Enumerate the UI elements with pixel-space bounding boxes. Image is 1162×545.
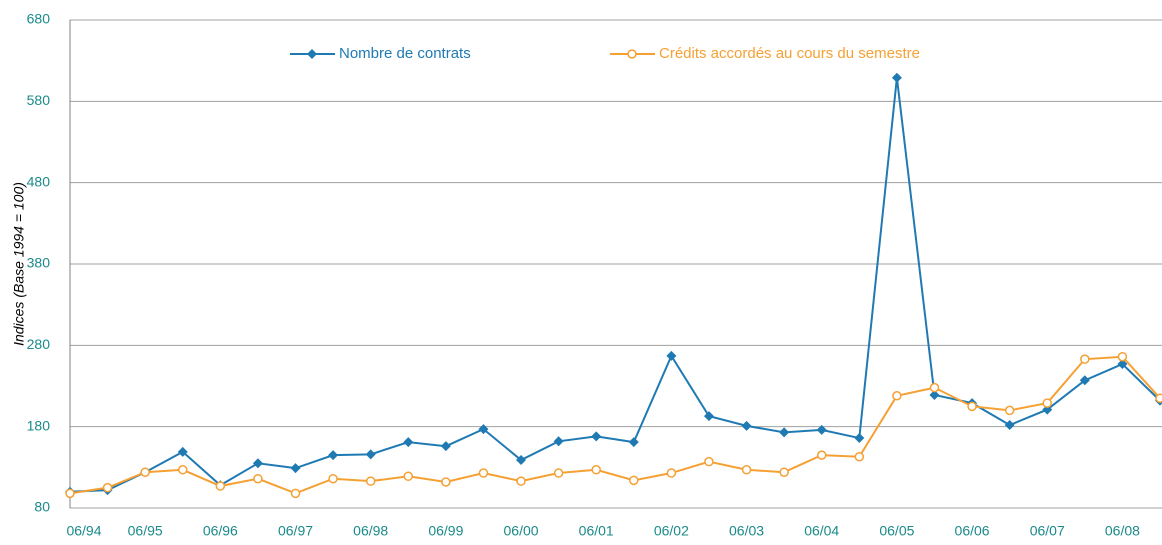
marker (328, 473, 338, 484)
x-tick-label: 06/02 (654, 523, 689, 539)
marker (140, 467, 150, 477)
x-tick-label: 06/05 (879, 523, 914, 539)
marker (516, 476, 526, 486)
marker (1155, 393, 1162, 403)
x-tick-label: 06/08 (1105, 523, 1140, 539)
marker (403, 471, 414, 482)
marker (891, 72, 902, 83)
marker (215, 481, 226, 491)
x-tick-label: 06/01 (579, 523, 614, 539)
x-tick-label: 06/07 (1030, 523, 1065, 539)
legend-label: Nombre de contrats (339, 45, 471, 62)
legend-label: Crédits accordés au cours du semestre (659, 45, 920, 62)
marker (177, 446, 188, 457)
marker (741, 420, 752, 431)
legend-marker (627, 49, 637, 59)
marker (178, 465, 188, 475)
x-tick-label: 06/03 (729, 523, 764, 539)
y-tick-label: 680 (27, 11, 51, 27)
marker (816, 450, 827, 460)
x-tick-label: 06/04 (804, 523, 839, 539)
marker (666, 468, 677, 478)
marker (253, 473, 263, 484)
marker (854, 433, 865, 444)
marker (892, 391, 902, 401)
marker (290, 463, 301, 474)
legend-marker (307, 49, 317, 59)
marker (666, 350, 677, 361)
marker (929, 389, 940, 400)
marker (816, 424, 827, 435)
y-tick-label: 380 (27, 255, 51, 271)
y-tick-label: 480 (27, 173, 51, 189)
y-tick-label: 180 (27, 417, 51, 433)
marker (704, 456, 714, 467)
marker (1117, 359, 1128, 370)
marker (553, 436, 564, 447)
marker (703, 411, 714, 422)
marker (628, 437, 639, 448)
x-tick-label: 06/95 (128, 523, 163, 539)
marker (629, 475, 639, 486)
x-tick-label: 06/00 (504, 523, 539, 539)
x-tick-label: 06/99 (428, 523, 463, 539)
marker (478, 468, 489, 478)
marker (1080, 354, 1090, 364)
marker (1004, 420, 1015, 431)
marker (967, 401, 977, 412)
marker (1117, 351, 1128, 362)
marker (1004, 405, 1015, 416)
marker (290, 488, 301, 499)
marker (929, 382, 940, 393)
marker (102, 482, 113, 493)
marker (553, 468, 564, 478)
y-tick-label: 280 (27, 336, 51, 352)
marker (516, 455, 527, 466)
marker (1079, 375, 1090, 386)
marker (779, 427, 790, 438)
marker (65, 488, 75, 499)
marker (741, 465, 752, 475)
marker (1042, 398, 1052, 408)
x-tick-label: 06/06 (955, 523, 990, 539)
marker (252, 458, 263, 469)
marker (441, 477, 451, 487)
marker (779, 467, 789, 477)
marker (591, 431, 602, 442)
marker (365, 476, 376, 486)
marker (591, 465, 601, 475)
y-tick-label: 580 (27, 92, 51, 108)
x-tick-label: 06/96 (203, 523, 238, 539)
marker (328, 450, 339, 461)
marker (854, 452, 865, 462)
x-tick-label: 06/97 (278, 523, 313, 539)
x-tick-label: 06/94 (66, 523, 101, 539)
series-line (69, 77, 1161, 493)
marker (403, 437, 414, 448)
marker (440, 441, 451, 452)
marker (478, 424, 489, 435)
y-tick-label: 80 (34, 499, 50, 515)
marker (365, 449, 376, 460)
series-line (69, 355, 1161, 495)
x-tick-label: 06/98 (353, 523, 388, 539)
y-axis-label: Indices (Base 1994 = 100) (11, 182, 27, 346)
